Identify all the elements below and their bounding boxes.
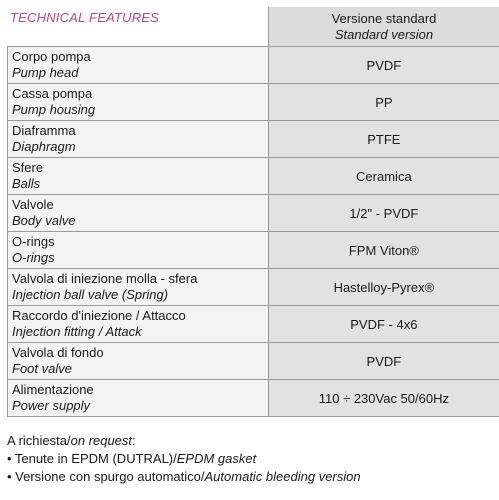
feature-name-en: Foot valve (12, 361, 72, 376)
on-request-heading: A richiesta/on request: (7, 432, 361, 450)
feature-name-it: Valvola di iniezione molla - sfera (12, 271, 198, 286)
feature-name-en: Power supply (12, 398, 91, 413)
table-row: Sfere Balls Ceramica (7, 157, 499, 195)
features-table: Corpo pompa Pump head PVDF Cassa pompa Pum… (7, 46, 499, 417)
feature-name-en: Body valve (12, 213, 76, 228)
feature-value: PVDF (267, 342, 499, 380)
feature-name-en: Pump head (12, 65, 79, 80)
on-request-it: A richiesta/ (7, 433, 71, 448)
table-row: Alimentazione Power supply 110 ÷ 230Vac 5… (7, 379, 499, 417)
feature-name-en: O-rings (12, 250, 55, 265)
feature-label: Diaframma Diaphragm (7, 120, 269, 158)
feature-value: PVDF - 4x6 (267, 305, 499, 343)
feature-name-it: Valvola di fondo (12, 345, 104, 360)
version-label-it: Versione standard (331, 11, 437, 26)
option-gasket-en: EPDM gasket (176, 451, 257, 466)
feature-label: O-rings O-rings (7, 231, 269, 269)
feature-name-it: Raccordo d'iniezione / Attacco (12, 308, 186, 323)
option-gasket-it: • Tenute in EPDM (DUTRAL)/ (7, 451, 177, 466)
version-label-en: Standard version (334, 27, 434, 42)
feature-name-it: O-rings (12, 234, 55, 249)
option-bleeding-it: • Versione con spurgo automatico/ (7, 469, 205, 484)
option-item-bleeding: • Versione con spurgo automatico/Automat… (7, 468, 361, 486)
feature-name-it: Valvole (12, 197, 54, 212)
feature-value: FPM Viton® (267, 231, 499, 269)
feature-label: Sfere Balls (7, 157, 269, 195)
feature-name-it: Alimentazione (12, 382, 94, 397)
feature-name-it: Diaframma (12, 123, 76, 138)
feature-label: Corpo pompa Pump head (7, 46, 269, 84)
feature-name-en: Injection fitting / Attack (12, 324, 142, 339)
feature-name-en: Balls (12, 176, 41, 191)
feature-name-en: Pump housing (12, 102, 96, 117)
feature-name-en: Diaphragm (12, 139, 76, 154)
feature-value: Ceramica (267, 157, 499, 195)
feature-label: Raccordo d'iniezione / Attacco Injection … (7, 305, 269, 343)
feature-value: PP (267, 83, 499, 121)
on-request-colon: : (132, 433, 136, 448)
table-row: Valvole Body valve 1/2" - PVDF (7, 194, 499, 232)
feature-value: PTFE (267, 120, 499, 158)
on-request-en: on request (70, 433, 133, 448)
version-column-header: Versione standard Standard version (268, 7, 499, 46)
section-title: TECHNICAL FEATURES (10, 10, 160, 25)
feature-value: 1/2" - PVDF (267, 194, 499, 232)
table-row: Cassa pompa Pump housing PP (7, 83, 499, 121)
table-row: Diaframma Diaphragm PTFE (7, 120, 499, 158)
feature-name-it: Cassa pompa (12, 86, 93, 101)
table-row: Valvola di fondo Foot valve PVDF (7, 342, 499, 380)
feature-value: PVDF (267, 46, 499, 84)
feature-name-it: Corpo pompa (12, 49, 91, 64)
option-bleeding-en: Automatic bleeding version (204, 469, 361, 484)
feature-name-en: Injection ball valve (Spring) (12, 287, 169, 302)
table-row: Corpo pompa Pump head PVDF (7, 46, 499, 84)
table-header: TECHNICAL FEATURES Versione standard Sta… (0, 0, 499, 46)
table-row: O-rings O-rings FPM Viton® (7, 231, 499, 269)
optional-notes: A richiesta/on request: • Tenute in EPDM… (7, 432, 361, 486)
feature-label: Cassa pompa Pump housing (7, 83, 269, 121)
feature-name-it: Sfere (12, 160, 44, 175)
table-row: Valvola di iniezione molla - sfera Inject… (7, 268, 499, 306)
feature-label: Valvola di fondo Foot valve (7, 342, 269, 380)
option-item-gasket: • Tenute in EPDM (DUTRAL)/EPDM gasket (7, 450, 361, 468)
table-row: Raccordo d'iniezione / Attacco Injection … (7, 305, 499, 343)
feature-label: Valvola di iniezione molla - sfera Inject… (7, 268, 269, 306)
feature-label: Valvole Body valve (7, 194, 269, 232)
feature-label: Alimentazione Power supply (7, 379, 269, 417)
feature-value: Hastelloy-Pyrex® (267, 268, 499, 306)
feature-value: 110 ÷ 230Vac 50/60Hz (267, 379, 499, 417)
